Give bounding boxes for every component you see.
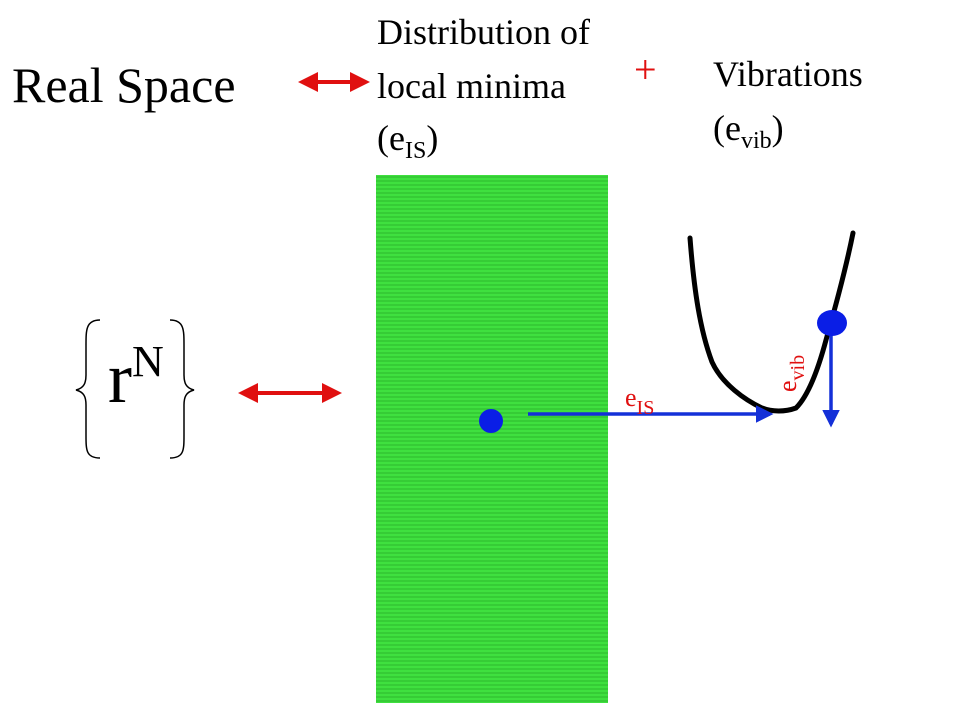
rn-superscript: N — [131, 337, 164, 386]
evib-open: (e — [713, 108, 741, 148]
evib-label-subscript: vib — [787, 354, 809, 381]
evib-close: ) — [771, 108, 784, 148]
configuration-rn-label: rN — [108, 340, 164, 415]
eis-label-subscript: IS — [636, 397, 655, 419]
evib-label-base: e — [773, 380, 802, 392]
local-minima-band — [376, 175, 608, 703]
vibrations-label-line1: Vibrations — [713, 54, 863, 94]
eis-open: (e — [377, 118, 405, 158]
distribution-label-line2: local minima — [377, 66, 566, 106]
evib-subscript: vib — [740, 128, 772, 154]
eis-label-base: e — [625, 383, 637, 412]
eis-arrow-label: eIS — [625, 383, 654, 419]
vibrations-label-line2: (evib) — [713, 108, 784, 153]
evib-arrow-label: evib — [773, 355, 809, 392]
rn-base: r — [108, 338, 132, 418]
eis-close: ) — [426, 118, 439, 158]
distribution-label-line1: Distribution of — [377, 12, 590, 52]
real-space-label: Real Space — [12, 57, 236, 113]
local-minima-levels — [376, 176, 608, 702]
eis-subscript: IS — [404, 138, 427, 164]
right-brace — [169, 319, 195, 459]
inherent-structure-dot — [479, 409, 503, 433]
distribution-label-line3: (eIS) — [377, 118, 439, 163]
vibration-state-dot — [817, 310, 847, 336]
left-brace — [75, 319, 101, 459]
plus-sign: + — [634, 47, 657, 92]
